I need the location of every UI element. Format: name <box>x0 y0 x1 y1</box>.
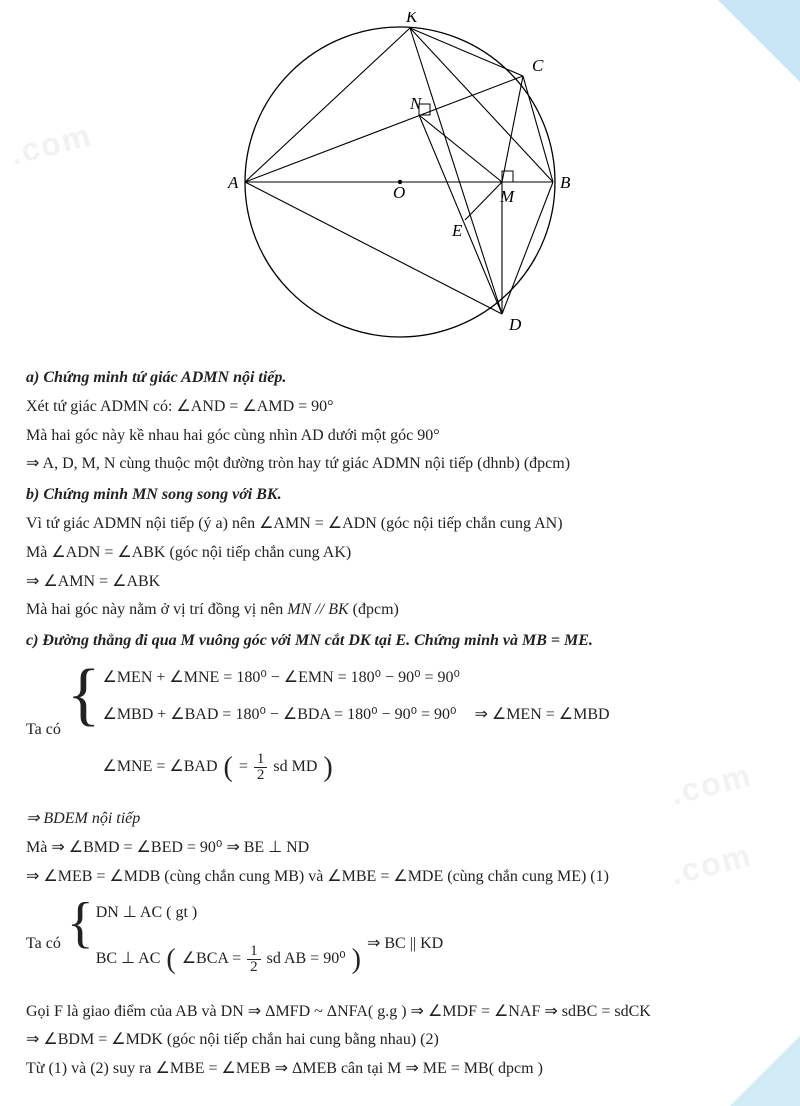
b2-post: (góc nội tiếp chắn cung AK) <box>169 544 351 561</box>
one-half-fraction: 1 2 <box>254 752 268 783</box>
c-b1-l1: ∠MEN + ∠MNE = 180⁰ − ∠EMN = 180⁰ − 90⁰ =… <box>102 666 609 691</box>
c-b2-l2c: sd AB = 90⁰ <box>267 947 346 972</box>
line-g2: ⇒ ∠BDM = ∠MDK (góc nội tiếp chắn hai cun… <box>26 1028 774 1053</box>
svg-text:O: O <box>393 183 405 202</box>
svg-text:A: A <box>227 173 239 192</box>
c-b1-l3: ∠MNE = ∠BAD ( = 1 2 sd MD ) <box>102 746 609 789</box>
b1-math: ∠AMN = ∠ADN <box>259 515 377 532</box>
c-b2-l2: BC ⊥ AC ( ∠BCA = 1 2 sd AB = 90⁰ ) <box>96 938 361 981</box>
line-g3: Từ (1) và (2) suy ra ∠MBE = ∠MEB ⇒ ΔMEB … <box>26 1057 774 1082</box>
b2-pre: Mà <box>26 544 51 561</box>
svg-text:E: E <box>451 221 463 240</box>
c-b1-l3a: ∠MNE = ∠BAD <box>102 755 217 780</box>
c-b2-tail: ⇒ BC || KD <box>361 897 447 991</box>
c-b1-l2-main: ∠MBD + ∠BAD = 180⁰ − ∠BDA = 180⁰ − 90⁰ =… <box>102 703 456 728</box>
section-c-title: c) Đường thẳng đi qua M vuông góc với MN… <box>26 629 774 654</box>
b1-post: (góc nội tiếp chắn cung AN) <box>381 515 563 532</box>
svg-text:N: N <box>409 94 423 113</box>
svg-text:C: C <box>532 56 544 75</box>
svg-text:M: M <box>499 187 515 206</box>
a1-pre: Xét tứ giác ADMN có: <box>26 398 176 415</box>
line-b4: Mà hai góc này nằm ở vị trí đồng vị nên … <box>26 598 774 623</box>
line-c1: ⇒ BDEM nội tiếp <box>26 807 774 832</box>
a1-math: ∠AND = ∠AMD = 90° <box>176 398 333 415</box>
c-b1-l2: ∠MBD + ∠BAD = 180⁰ − ∠BDA = 180⁰ − 90⁰ =… <box>102 703 609 728</box>
section-b-title: b) Chứng minh MN song song với BK. <box>26 483 774 508</box>
frac-den: 2 <box>247 960 261 975</box>
line-a1: Xét tứ giác ADMN có: ∠AND = ∠AMD = 90° <box>26 395 774 420</box>
c-b2-l1: DN ⊥ AC ( gt ) <box>96 901 361 926</box>
corner-decoration-tr <box>718 0 800 82</box>
left-paren: ( <box>166 938 175 981</box>
right-paren: ) <box>352 938 361 981</box>
line-c2: Mà ⇒ ∠BMD = ∠BED = 90⁰ ⇒ BE ⊥ ND <box>26 836 774 861</box>
c-b2-l2b: ∠BCA = <box>182 947 241 972</box>
b4-math: MN // BK <box>287 601 348 618</box>
svg-text:D: D <box>508 315 522 334</box>
b2-math: ∠ADN = ∠ABK <box>51 544 165 561</box>
right-paren: ) <box>323 746 332 789</box>
c-brace-block-1: Ta có { ∠MEN + ∠MNE = 180⁰ − ∠EMN = 180⁰… <box>26 662 774 799</box>
c-b2-l2a: BC ⊥ AC <box>96 947 161 972</box>
svg-text:K: K <box>405 12 419 26</box>
left-brace-icon: { <box>65 662 103 799</box>
c-brace-content-1: ∠MEN + ∠MNE = 180⁰ − ∠EMN = 180⁰ − 90⁰ =… <box>102 662 609 799</box>
c-brace-block-2: Ta có { DN ⊥ AC ( gt ) BC ⊥ AC ( ∠BCA = … <box>26 897 774 991</box>
b4-post: (đpcm) <box>353 601 399 618</box>
line-b2: Mà ∠ADN = ∠ABK (góc nội tiếp chắn cung A… <box>26 541 774 566</box>
c-b1-l3b: sd MD <box>273 755 317 780</box>
c-brace-content-2: DN ⊥ AC ( gt ) BC ⊥ AC ( ∠BCA = 1 2 sd A… <box>96 897 361 991</box>
c-lead-1: Ta có <box>26 662 65 799</box>
geometry-diagram: A O B M K C N D E <box>26 12 774 352</box>
equals: = <box>239 755 248 780</box>
line-a3: ⇒ A, D, M, N cùng thuộc một đường tròn h… <box>26 452 774 477</box>
section-a-title: a) Chứng minh tứ giác ADMN nội tiếp. <box>26 366 774 391</box>
left-brace-icon: { <box>65 897 96 991</box>
c-lead-2: Ta có <box>26 897 65 991</box>
geometry-svg: A O B M K C N D E <box>220 12 580 352</box>
svg-text:B: B <box>560 173 571 192</box>
line-a2: Mà hai góc này kề nhau hai góc cùng nhìn… <box>26 424 774 449</box>
frac-den: 2 <box>254 768 268 783</box>
line-g1: Gọi F là giao điểm của AB và DN ⇒ ΔMFD ~… <box>26 1000 774 1025</box>
line-b1: Vì tứ giác ADMN nội tiếp (ý a) nên ∠AMN … <box>26 512 774 537</box>
line-b3: ⇒ ∠AMN = ∠ABK <box>26 570 774 595</box>
b1-pre: Vì tứ giác ADMN nội tiếp (ý a) nên <box>26 515 259 532</box>
frac-num: 1 <box>254 752 268 768</box>
c1-text: ⇒ BDEM nội tiếp <box>26 810 140 827</box>
c-b1-tail: ⇒ ∠MEN = ∠MBD <box>474 703 609 728</box>
one-half-fraction: 1 2 <box>247 944 261 975</box>
corner-decoration-br <box>730 1036 800 1106</box>
line-c3: ⇒ ∠MEB = ∠MDB (cùng chắn cung MB) và ∠MB… <box>26 865 774 890</box>
b4-pre: Mà hai góc này nằm ở vị trí đồng vị nên <box>26 601 287 618</box>
left-paren: ( <box>224 746 233 789</box>
frac-num: 1 <box>247 944 261 960</box>
